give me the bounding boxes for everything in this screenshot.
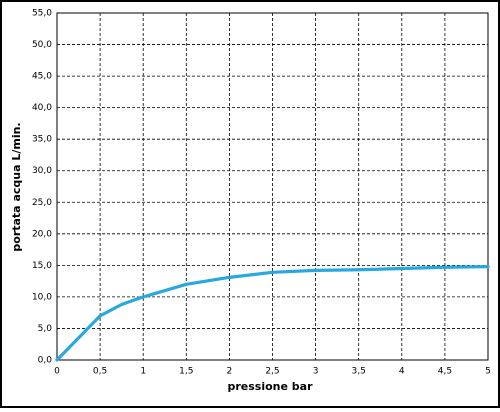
data-line: [55, 265, 490, 362]
x-tick-label: 0: [54, 367, 60, 377]
plot-border: [56, 12, 489, 361]
x-tick-label: 5: [485, 367, 491, 377]
y-tick-label: 15,0: [32, 261, 52, 271]
x-tick-label: 4: [399, 367, 405, 377]
y-tick-label: 40,0: [32, 103, 52, 113]
y-tick-label: 45,0: [32, 72, 52, 82]
x-tick-label: 3,5: [352, 367, 366, 377]
x-tick-label: 3: [313, 367, 319, 377]
y-tick-label: 55,0: [32, 9, 52, 19]
y-tick-label: 25,0: [32, 198, 52, 208]
y-tick-label: 0,0: [38, 356, 53, 366]
x-tick-label: 2: [227, 367, 233, 377]
y-tick-label: 30,0: [32, 166, 52, 176]
x-tick-label: 0,5: [93, 367, 107, 377]
y-axis-label: portata acqua L/min.: [10, 122, 23, 251]
x-tick-label: 4,5: [438, 367, 452, 377]
y-tick-label: 20,0: [32, 229, 52, 239]
x-tick-label: 1: [140, 367, 146, 377]
x-tick-label: 1,5: [179, 367, 193, 377]
x-axis-label: pressione bar: [227, 380, 313, 393]
x-tick-label: 2,5: [265, 367, 279, 377]
y-tick-label: 5,0: [38, 324, 53, 334]
y-tick-label: 10,0: [32, 292, 52, 302]
y-tick-label: 50,0: [32, 40, 52, 50]
y-tick-label: 35,0: [32, 135, 52, 145]
